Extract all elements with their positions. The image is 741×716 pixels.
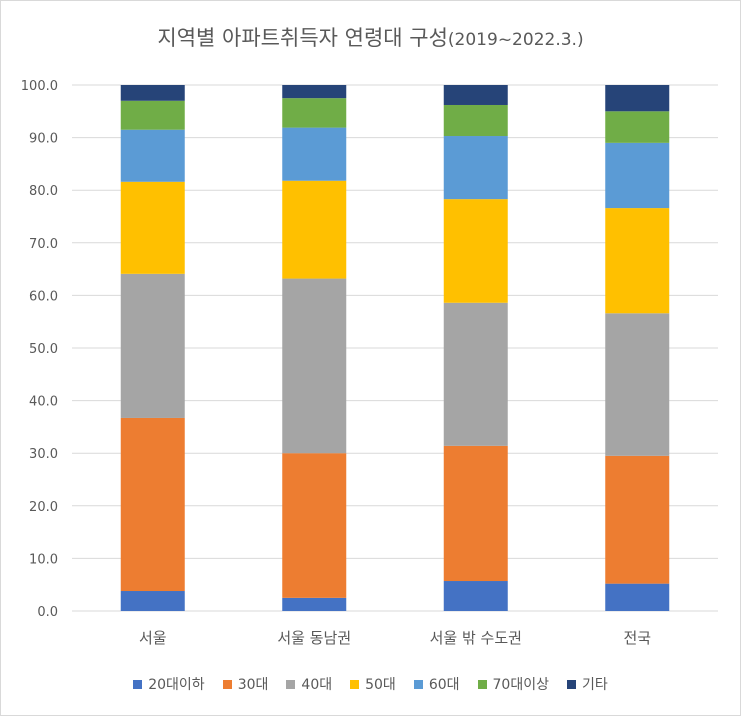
bar-segment	[605, 111, 670, 143]
legend-label: 50대	[365, 677, 396, 693]
legend-swatch	[222, 679, 232, 689]
legend-item: 기타	[566, 674, 608, 694]
y-tick-label: 0.0	[37, 605, 58, 620]
chart-title: 지역별 아파트취득자 연령대 구성(2019~2022.3.)	[0, 22, 741, 52]
bar-segment	[120, 273, 185, 418]
y-tick-label: 100.0	[21, 79, 58, 94]
legend-swatch	[566, 679, 576, 689]
legend-swatch	[477, 679, 487, 689]
bar-segment	[605, 455, 670, 584]
chart-title-main: 지역별 아파트취득자 연령대 구성	[157, 26, 448, 50]
bar-segment	[282, 127, 347, 181]
y-tick-label: 80.0	[29, 184, 58, 199]
bar-segment	[443, 136, 508, 200]
bars	[120, 85, 670, 611]
legend-item: 60대	[413, 674, 460, 694]
bar-segment	[282, 453, 347, 598]
y-tick-label: 20.0	[29, 500, 58, 515]
y-tick-label: 70.0	[29, 237, 58, 252]
x-category-label: 서울	[139, 629, 167, 647]
bar-segment	[282, 98, 347, 128]
bar-segment	[443, 581, 508, 611]
legend-label: 40대	[301, 677, 333, 693]
legend-item: 30대	[222, 674, 269, 694]
bar-segment	[120, 591, 185, 611]
bar-segment	[443, 302, 508, 446]
y-tick-label: 60.0	[29, 289, 58, 304]
legend: 20대이하 30대 40대 50대 60대 70대이상 기타	[0, 674, 741, 694]
legend-label: 기타	[581, 677, 608, 693]
x-category-label: 서울 밖 수도권	[430, 629, 522, 647]
bar-segment	[120, 129, 185, 182]
bar-segment	[120, 181, 185, 274]
bar-segment	[605, 208, 670, 314]
bar-segment	[605, 313, 670, 456]
legend-swatch	[286, 679, 296, 689]
x-category-label: 서울 동남권	[277, 629, 351, 647]
bar-segment	[443, 445, 508, 582]
bar-segment	[443, 85, 508, 105]
bar-segment	[443, 199, 508, 303]
bar-segment	[282, 278, 347, 454]
y-tick-label: 90.0	[29, 132, 58, 147]
x-category-label: 전국	[623, 629, 651, 647]
bar-segment	[605, 142, 670, 209]
y-tick-label: 40.0	[29, 395, 58, 410]
y-tick-label: 50.0	[29, 342, 58, 357]
legend-label: 70대이상	[492, 677, 549, 693]
legend-label: 30대	[237, 677, 269, 693]
bar-segment	[120, 100, 185, 130]
y-tick-label: 10.0	[29, 552, 58, 567]
bar-segment	[282, 85, 347, 99]
legend-swatch	[350, 679, 360, 689]
y-axis-ticks: 0.0 10.0 20.0 30.0 40.0 50.0 60.0 70.0 80.0 90.0 1…	[21, 79, 58, 620]
chart-title-subtitle: (2019~2022.3.)	[447, 30, 584, 50]
legend-item: 50대	[350, 674, 396, 694]
legend-swatch	[133, 679, 143, 689]
bar-segment	[282, 597, 347, 611]
x-axis-categories: 서울 서울 동남권 서울 밖 수도권 전국	[139, 629, 651, 647]
bar-segment	[120, 417, 185, 592]
bar-segment	[443, 104, 508, 137]
bar-segment	[282, 180, 347, 279]
y-tick-label: 30.0	[29, 447, 58, 462]
legend-swatch	[413, 679, 423, 689]
bar-segment	[605, 583, 670, 611]
legend-label: 60대	[428, 677, 460, 693]
bar-segment	[120, 85, 185, 101]
bar-segment	[605, 85, 670, 112]
legend-item: 40대	[286, 674, 332, 694]
legend-item: 20대이하	[133, 674, 205, 694]
legend-label: 20대이하	[148, 677, 205, 693]
legend-item: 70대이상	[477, 674, 549, 694]
